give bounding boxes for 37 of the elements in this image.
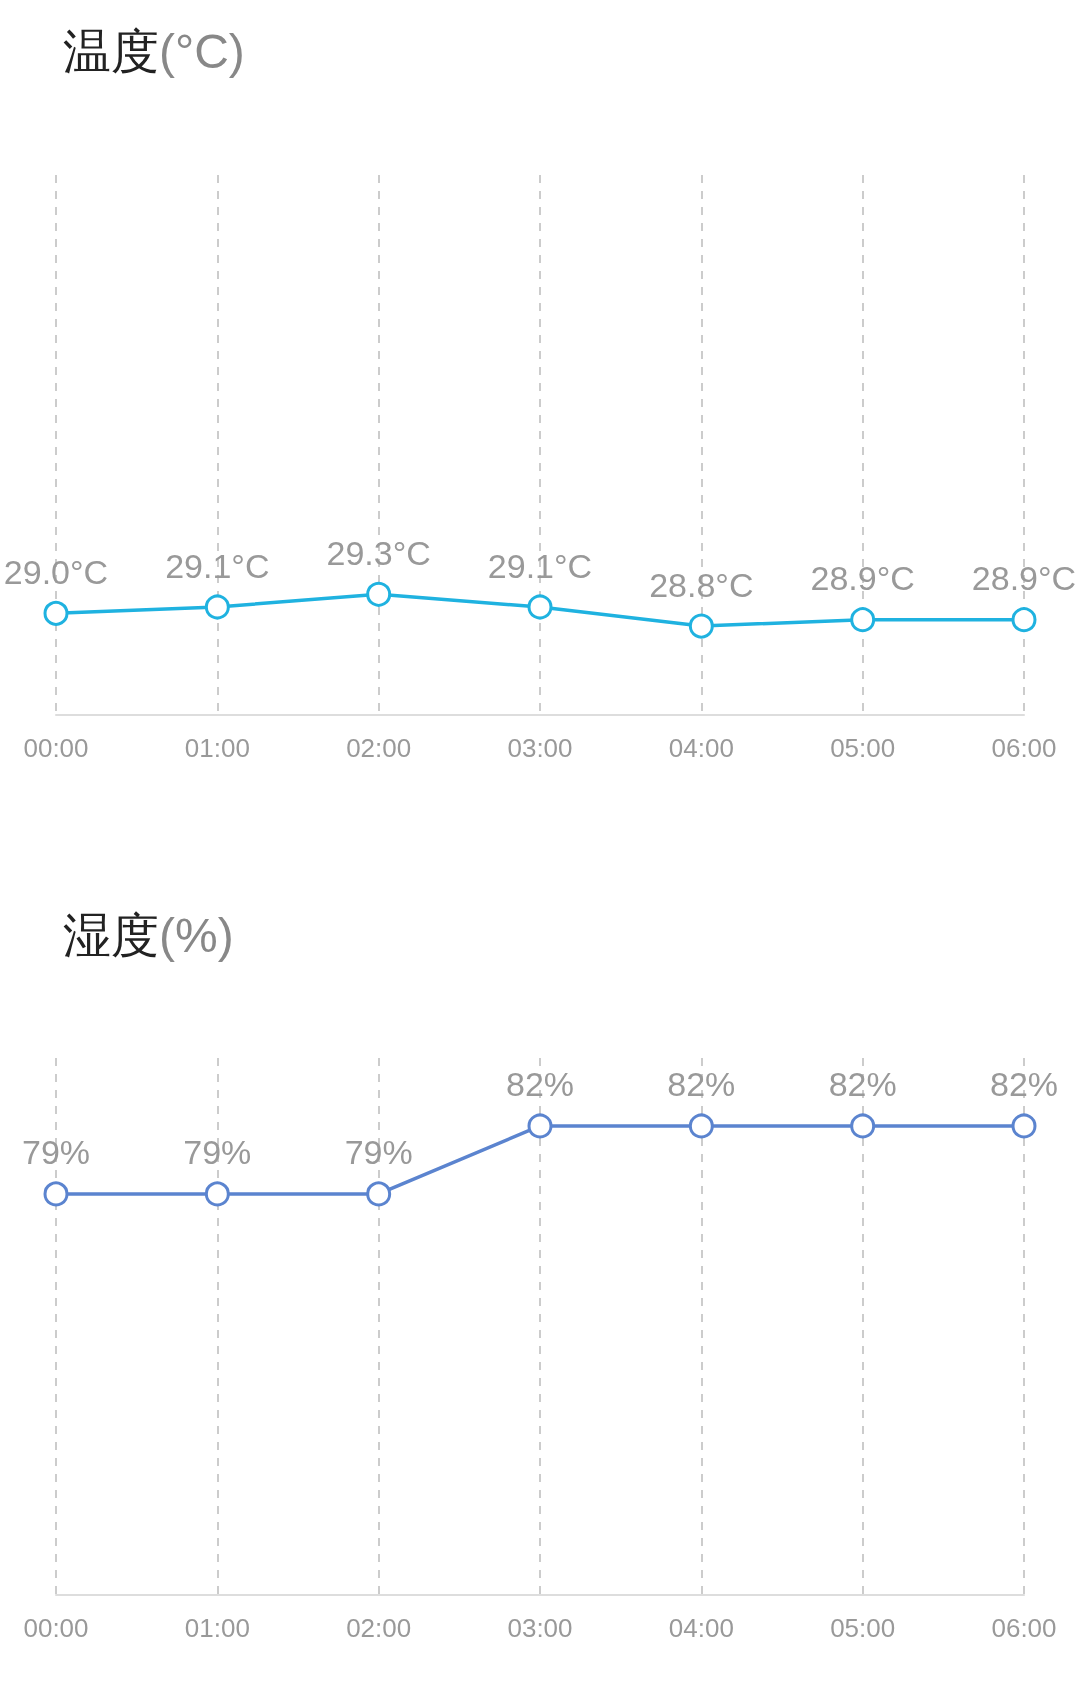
x-tick-label: 06:00 [991, 733, 1057, 763]
data-label: 28.8°C [649, 565, 754, 604]
x-tick-label: 03:00 [507, 733, 573, 763]
x-tick-label: 04:00 [668, 733, 734, 763]
x-tick-label: 06:00 [991, 1613, 1057, 1643]
data-label: 79% [183, 1133, 252, 1172]
data-label: 79% [21, 1133, 91, 1172]
x-tick-label: 02:00 [346, 1613, 412, 1643]
data-label: 82% [828, 1065, 897, 1104]
x-tick-label: 01:00 [184, 733, 250, 763]
point [850, 607, 876, 633]
data-label: 79% [344, 1133, 413, 1172]
x-tick-label: 00:00 [23, 733, 89, 763]
data-label: 29.3°C [326, 533, 431, 572]
point [1011, 607, 1037, 633]
x-tick-label: 00:00 [23, 1613, 89, 1643]
chart-title: 湿度(%) [63, 908, 234, 962]
point [366, 581, 392, 607]
x-tick-label: 05:00 [830, 1613, 896, 1643]
point [527, 594, 553, 620]
point [43, 600, 69, 626]
data-label: 82% [505, 1065, 575, 1104]
x-tick-label: 04:00 [668, 1613, 734, 1643]
data-label: 29.0°C [3, 552, 109, 591]
data-label: 82% [989, 1065, 1059, 1104]
data-label: 29.1°C [165, 546, 270, 585]
x-tick-label: 03:00 [507, 1613, 573, 1643]
data-label: 28.9°C [810, 559, 915, 598]
point [204, 594, 230, 620]
x-tick-label: 02:00 [346, 733, 412, 763]
chart-title: 温度(°C) [63, 24, 245, 78]
data-label: 29.1°C [487, 546, 593, 585]
x-tick-label: 01:00 [184, 1613, 250, 1643]
data-label: 82% [667, 1065, 736, 1104]
x-tick-label: 05:00 [830, 733, 896, 763]
data-label: 28.9°C [971, 559, 1077, 598]
point [688, 613, 714, 639]
